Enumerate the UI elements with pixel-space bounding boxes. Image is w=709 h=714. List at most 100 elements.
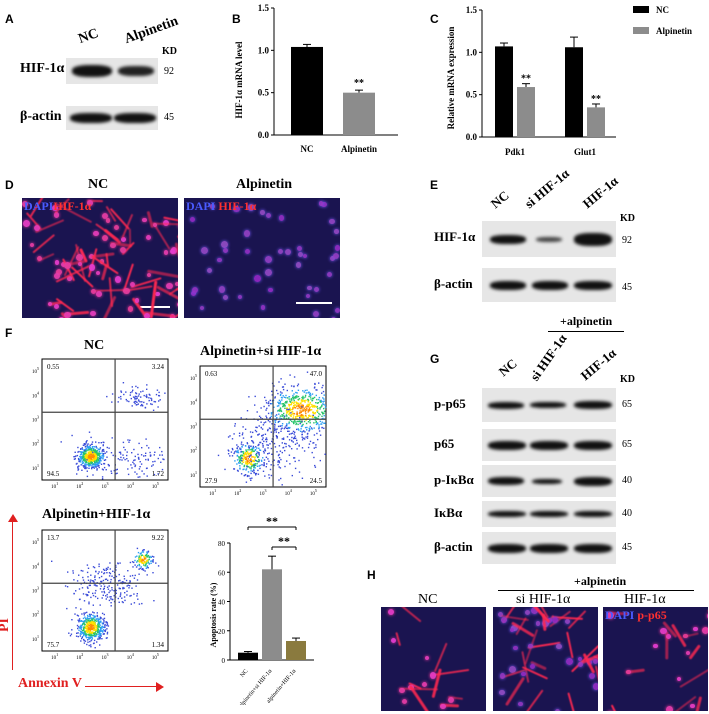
panel-a-lane-nc: NC [76,26,101,48]
panel-h-legend-marker: p-p65 [637,608,667,622]
panel-f-flow-xtick-base: 10 [152,485,158,490]
panel-e-blot-actin [482,268,616,302]
panel-f-flow-xtick-exp: 2 [81,652,83,657]
panel-f-flow-ytick-exp: 5 [37,537,39,542]
panel-c-bar [495,46,513,138]
panel-g-lane-si: si HIF-1α [526,331,570,384]
panel-c-legend-swatch-nc [633,6,649,13]
panel-h-title-nc: NC [418,592,438,607]
panel-f-flow-xtick: 103 [102,652,109,661]
panel-f-flow-xtick: 102 [76,481,83,490]
panel-h-title-si: si HIF-1α [516,592,571,607]
panel-b-chart: HIF-1α mRNA level 0.0 0.5 1.0 1.5 NC Alpine… [234,3,398,154]
panel-f-flow-xtick-base: 10 [76,485,82,490]
panel-f-flow-xtick: 102 [76,652,83,661]
panel-f-flow-ytick-exp: 5 [37,366,39,371]
panel-f-flow-xtick-base: 10 [209,492,215,497]
panel-e-row-label-hif: HIF-1α [434,229,476,244]
panel-d-scalebar-alpinetin [296,302,332,304]
panel-g-kd-label: KD [620,374,635,385]
panel-f-flow-ytick-base: 10 [190,426,196,431]
panel-c-chart: Relative mRNA expression 0.0 0.5 1.0 1.5 **… [446,5,692,157]
panel-f-flow-ytick-exp: 5 [195,373,197,378]
panel-f-flow-xtick: 102 [234,488,241,497]
panel-c-ytick-label: 0.5 [466,90,478,100]
panel-f-flow-xtick-exp: 2 [81,481,83,486]
panel-e-kd-label: KD [620,213,635,224]
panel-g-blot [482,465,616,497]
panel-h-image-hif: DAPI p-p65 [603,607,708,711]
panel-f-flow-ytick-exp: 3 [37,586,39,591]
panel-f-flow-ytick-base: 10 [32,614,38,619]
panel-f-flow-ytick-exp: 2 [37,439,39,444]
panel-d-image-alpinetin: DAPI HIF-1α [184,198,340,318]
panel-f-flow-ytick-base: 10 [190,474,196,479]
panel-b-xtick-alpinetin: Alpinetin [341,144,377,154]
panel-f-flow-xtick: 101 [51,481,58,490]
panel-f-flow-ytick-exp: 4 [37,390,39,395]
panel-f-flow-xtick: 104 [285,488,292,497]
panel-c-ylabel: Relative mRNA expression [446,27,456,130]
panel-f-letter: F [5,326,13,340]
panel-f-flow-xtick-base: 10 [51,656,57,661]
panel-f-apoptosis-xtick-nc: NC [240,668,250,678]
panel-g-lane-nc: NC [495,355,520,380]
panel-f-x-arrowhead [156,682,164,692]
panel-e-lane-si: si HIF-1α [521,165,573,212]
panel-f-flow-xtick: 103 [102,481,109,490]
panel-a-kd-hif: 92 [164,66,174,77]
panel-b-ytick-label: 0.0 [258,130,270,140]
panel-f-flow-xtick-base: 10 [102,656,108,661]
panel-f-flow-xtick: 104 [127,652,134,661]
panel-e-row-label-actin: β-actin [434,276,473,291]
panel-e-kd-actin: 45 [622,282,632,293]
panel-f-flow-xtick-base: 10 [102,485,108,490]
panel-f-quadrant-value: 27.9 [205,477,218,485]
panel-f-title-hif: Alpinetin+HIF-1α [42,507,151,522]
panel-a-row-label-hif: HIF-1α [20,61,65,76]
panel-c-xtick-glut1: Glut1 [574,147,597,157]
panel-f-flow-ytick: 103 [32,586,39,595]
panel-h-letter: H [367,568,376,582]
panel-c-legend-label-nc: NC [656,5,669,15]
panel-f-flow-ytick-exp: 4 [195,397,197,402]
panel-f-flow-ytick-base: 10 [32,565,38,570]
panel-g-row-label: IκBα [434,505,463,520]
panel-f-flow-xtick-exp: 1 [214,488,216,493]
panel-f-quadrant-value: 1.34 [152,641,165,649]
panel-f-flow-xtick-exp: 2 [239,488,241,493]
panel-a-blot-actin [66,106,158,130]
panel-c-xtick-pdk1: Pdk1 [505,147,526,157]
panel-f-flow-xtick-exp: 4 [290,488,292,493]
panel-c-legend-label-alpinetin: Alpinetin [656,26,692,36]
panel-f-flow-xtick-base: 10 [260,492,266,497]
panel-f-flow-ytick-base: 10 [32,590,38,595]
panel-f-apoptosis-bar [238,652,258,660]
panel-e-lane-nc: NC [487,187,512,212]
panel-f-flow-ytick: 102 [32,439,39,448]
panel-f-flow-xtick-exp: 5 [157,652,159,657]
panel-f-flow-frame [41,358,169,481]
panel-f-flow-xtick: 104 [127,481,134,490]
panel-f-flow-xtick-base: 10 [127,485,133,490]
panel-f-quadrant-value: 0.55 [47,363,60,371]
panel-f-apoptosis-ylabel: Apoptosis rate (%) [209,582,218,647]
panel-g-row-label: p-p65 [434,396,466,411]
panel-f-flow-ytick: 104 [32,561,39,570]
panel-e-treatment-line [548,331,624,332]
panel-h-image-nc [381,607,486,711]
panel-f-apoptosis-bar [286,640,306,660]
panel-f-flow-ytick: 102 [190,446,197,455]
panel-g-blot [482,388,616,422]
panel-f-flow-xtick-base: 10 [152,656,158,661]
panel-c-legend-swatch-alpinetin [633,27,649,34]
panel-f-sig-mark: ** [266,515,278,528]
panel-f-quadrant-value: 75.7 [47,641,60,649]
panel-f-flow-ytick-base: 10 [190,401,196,406]
panel-h-treatment: +alpinetin [574,574,627,588]
panel-g-kd: 65 [622,439,632,450]
panel-f-flow-xtick-exp: 3 [265,488,267,493]
panel-f-flow-ytick-exp: 1 [37,463,39,468]
